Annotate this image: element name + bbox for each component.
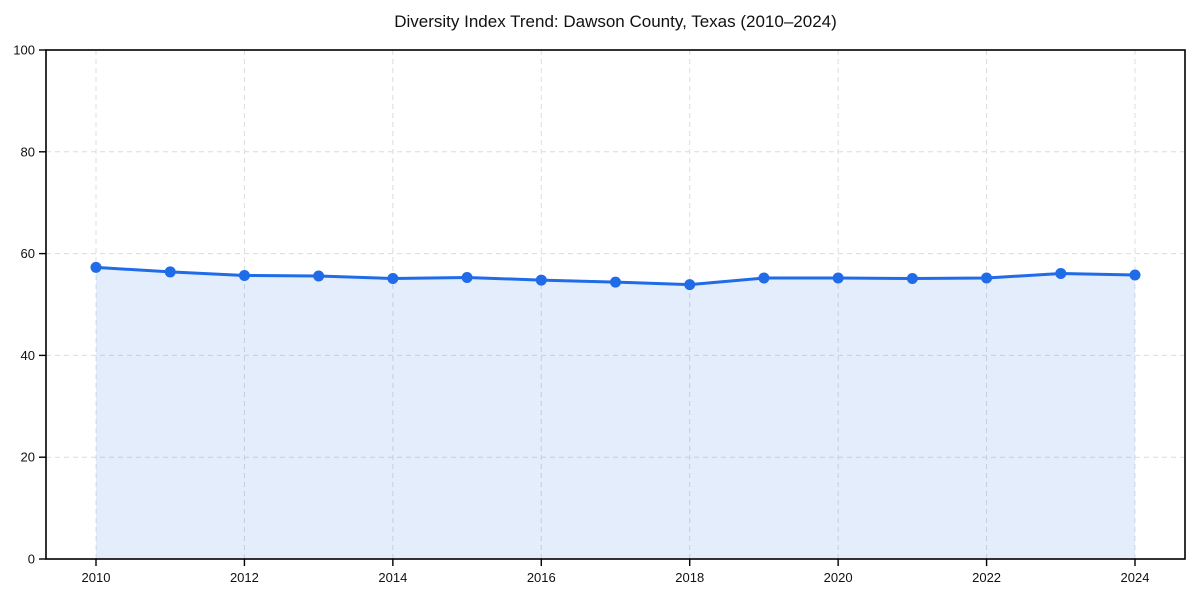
- data-point: [1055, 267, 1067, 279]
- x-tick-label: 2014: [378, 570, 407, 585]
- axes-spines: [45, 49, 1186, 560]
- area-fill: [96, 267, 1135, 559]
- x-tick-label: 2010: [82, 570, 111, 585]
- y-tick-label: 0: [28, 552, 35, 567]
- y-tick-label: 60: [21, 246, 35, 261]
- data-point: [832, 272, 844, 284]
- data-point: [535, 274, 547, 286]
- x-tick-label: 2018: [675, 570, 704, 585]
- data-point: [164, 266, 176, 278]
- data-point: [981, 272, 993, 284]
- data-point: [313, 270, 325, 282]
- data-point: [1129, 269, 1141, 281]
- x-tick-label: 2016: [527, 570, 556, 585]
- axis-ticks: [39, 49, 1136, 566]
- data-point: [90, 261, 102, 273]
- x-tick-label: 2012: [230, 570, 259, 585]
- y-tick-label: 40: [21, 348, 35, 363]
- y-tick-label: 20: [21, 450, 35, 465]
- data-point: [684, 279, 696, 291]
- x-tick-label: 2020: [824, 570, 853, 585]
- x-tick-label: 2024: [1121, 570, 1150, 585]
- data-point: [387, 273, 399, 285]
- chart-title: Diversity Index Trend: Dawson County, Te…: [394, 12, 837, 31]
- gridlines: [46, 50, 1185, 559]
- axis-tick-labels: 0 20 40 60 80 100 2010 2012 2014 2016 2018 2020 2022…: [13, 43, 1149, 586]
- plot-border: [45, 49, 1186, 560]
- data-point: [461, 272, 473, 284]
- data-point: [906, 273, 918, 285]
- data-point-markers: [90, 261, 1141, 291]
- data-point: [610, 276, 621, 288]
- area-under-line: [96, 267, 1135, 559]
- data-point: [238, 269, 250, 281]
- y-tick-label: 80: [21, 144, 35, 159]
- x-tick-label: 2022: [972, 570, 1001, 585]
- y-tick-label: 100: [13, 43, 35, 58]
- data-point: [758, 272, 770, 284]
